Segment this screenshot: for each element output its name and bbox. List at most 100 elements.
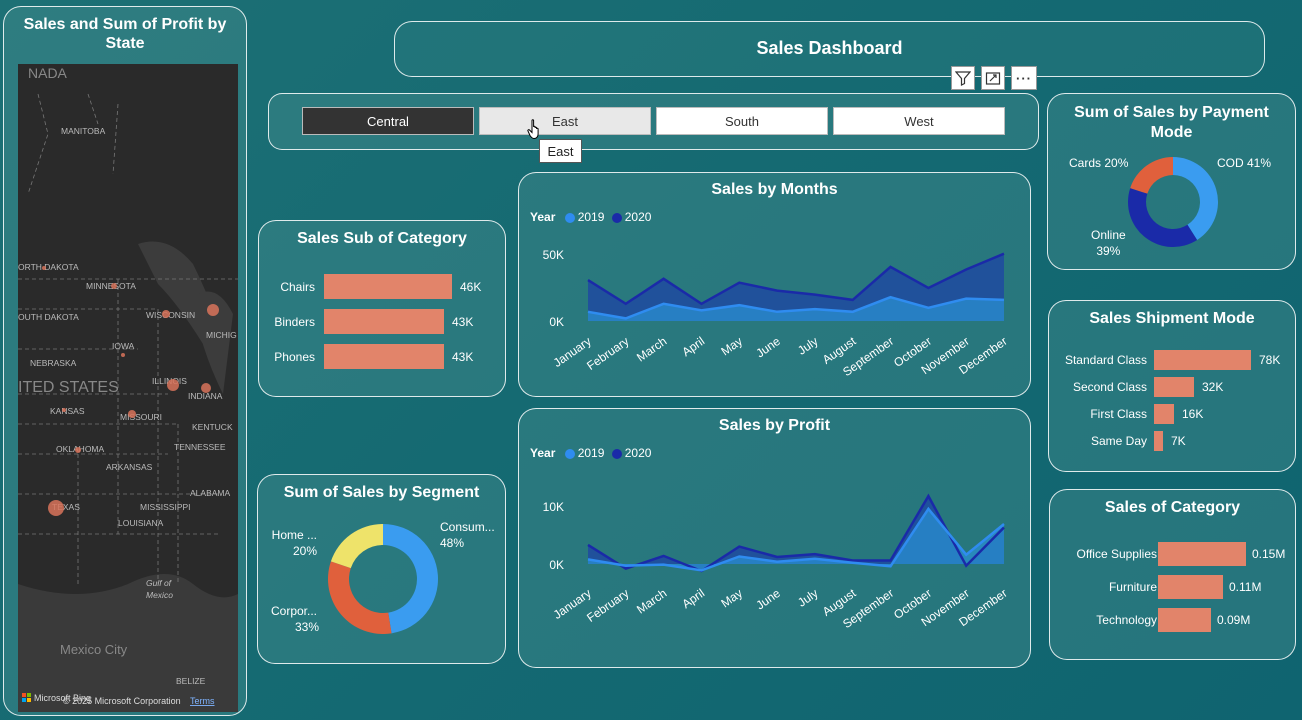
- payment-slice-0[interactable]: [1173, 157, 1218, 240]
- state-map[interactable]: NADA MANITOBA ORTH DAKOTA MINNESOTA OUTH DAK…: [18, 64, 238, 712]
- more-options-button[interactable]: ···: [1011, 66, 1037, 90]
- shipment-bar-2[interactable]: [1154, 404, 1174, 424]
- map-label-19: TEXAS: [52, 502, 80, 512]
- segment-consumer-pct: 48%: [440, 536, 465, 550]
- legend-2020: 2020: [624, 210, 652, 224]
- map-bubble-3[interactable]: [162, 310, 170, 318]
- filter-icon: [955, 71, 971, 86]
- legend-2019-dot: [564, 212, 575, 223]
- shipment-value-2: 16K: [1182, 407, 1204, 421]
- profit_chart-line-2019[interactable]: [587, 506, 1005, 572]
- payment-donut-chart[interactable]: [1128, 157, 1218, 247]
- segment-slice-2[interactable]: [330, 524, 383, 569]
- shipment-bar-0[interactable]: [1154, 350, 1251, 370]
- map-label-8: NEBRASKA: [30, 358, 77, 368]
- map-label-21: LOUISIANA: [118, 518, 164, 528]
- shipment-bar-1[interactable]: [1154, 377, 1194, 397]
- slicer-option-west[interactable]: West: [833, 107, 1005, 135]
- map-label-1: MANITOBA: [61, 126, 106, 136]
- sub_category-bar-2[interactable]: [324, 344, 444, 369]
- segment-home-pct: 20%: [293, 544, 318, 558]
- segment-corporate-name: Corpor...: [271, 604, 318, 618]
- sub_category-bar-1[interactable]: [324, 309, 444, 334]
- profit-title: Sales by Profit: [718, 417, 831, 434]
- payment-title-line1: Sum of Sales by Payment: [1074, 104, 1269, 121]
- shipment-label-1: Second Class: [1072, 380, 1147, 394]
- payment-slice-1[interactable]: [1128, 188, 1198, 247]
- sub_category-value-2: 43K: [452, 350, 474, 364]
- profit-card: Sales by Profit Year 2019 2020 10K 0K Janu…: [518, 408, 1031, 668]
- category-title: Sales of Category: [1104, 499, 1241, 516]
- slicer-tooltip-text: East: [547, 144, 574, 159]
- focus-mode-button[interactable]: [981, 66, 1005, 90]
- months_chart-line-2019[interactable]: [587, 295, 1005, 320]
- segment-card: Sum of Sales by Segment Consum... 48% Hom…: [257, 474, 506, 664]
- shipment-value-0: 78K: [1259, 353, 1281, 367]
- profit_chart-ytick-1: 0K: [549, 558, 564, 572]
- slicer-option-south[interactable]: South: [656, 107, 828, 135]
- months_chart-area-2019[interactable]: [588, 297, 1004, 321]
- subcategory-card: Sales Sub of Category Chairs 46K Binders 43…: [258, 220, 506, 397]
- shipment-title: Sales Shipment Mode: [1089, 310, 1255, 327]
- category-bar-1[interactable]: [1158, 575, 1223, 599]
- category-bar-2[interactable]: [1158, 608, 1211, 632]
- map-copyright: © 2025 Microsoft Corporation: [63, 696, 181, 706]
- map-bubble-1[interactable]: [111, 283, 117, 289]
- map-label-12: KANSAS: [50, 406, 85, 416]
- payment-label-cod: COD 41%: [1217, 156, 1272, 170]
- map-bubble-6[interactable]: [201, 383, 211, 393]
- map-border-13: [112, 103, 119, 175]
- profit_chart-xtick-2: March: [634, 586, 669, 617]
- months_chart-line-2020[interactable]: [587, 252, 1005, 306]
- map-terms-link[interactable]: Terms: [190, 696, 215, 706]
- shipment-card: Sales Shipment Mode Standard Class 78K Sec…: [1048, 300, 1296, 472]
- profit_chart-line-2020[interactable]: [587, 493, 1005, 573]
- segment-home-name: Home ...: [271, 528, 318, 542]
- profit_chart-xtick-1: February: [584, 586, 631, 625]
- map-bubble-9[interactable]: [75, 447, 81, 453]
- months_chart-xtick-3: April: [679, 334, 707, 359]
- map-bubble-2[interactable]: [207, 304, 219, 316]
- map-bubble-5[interactable]: [167, 379, 179, 391]
- profit-legend-title: Year: [530, 446, 556, 460]
- map-label-2: ORTH DAKOTA: [18, 262, 79, 272]
- sub_category-value-0: 46K: [460, 280, 482, 294]
- payment-slice-2[interactable]: [1130, 157, 1173, 194]
- map-brand: Microsoft Bing: [34, 693, 91, 703]
- profit_chart-xtick-4: May: [718, 586, 745, 610]
- map-label-10: ITED STATES: [18, 379, 119, 396]
- segment-slice-1[interactable]: [328, 561, 392, 634]
- payment-online-pct: 39%: [1096, 244, 1121, 258]
- map-label-25: BELIZE: [176, 676, 206, 686]
- map-bubble-10[interactable]: [48, 500, 64, 516]
- map-label-24: Mexico City: [60, 642, 128, 657]
- sub_category-label-0: Chairs: [280, 280, 315, 294]
- profit-legend-2019: 2019: [577, 446, 605, 460]
- category-label-2: Technology: [1096, 613, 1157, 627]
- hand-cursor-icon: [527, 119, 539, 139]
- shipment-bar-3[interactable]: [1154, 431, 1163, 451]
- map-label-18: ALABAMA: [190, 488, 230, 498]
- subcategory-title: Sales Sub of Category: [297, 230, 467, 247]
- sub_category-bar-0[interactable]: [324, 274, 452, 299]
- slicer-option-central[interactable]: Central: [302, 107, 474, 135]
- header-banner: Sales Dashboard: [394, 21, 1265, 77]
- map-label-11: INDIANA: [188, 391, 223, 401]
- map-bubble-4[interactable]: [121, 353, 125, 357]
- category-bar-0[interactable]: [1158, 542, 1246, 566]
- map-bubble-0[interactable]: [42, 266, 46, 270]
- segment-title: Sum of Sales by Segment: [283, 484, 480, 501]
- segment-slice-0[interactable]: [383, 524, 438, 634]
- profit_chart-area-2019[interactable]: [588, 508, 1004, 571]
- filter-button[interactable]: [951, 66, 975, 90]
- slicer-option-east[interactable]: East: [479, 107, 651, 135]
- map-bubble-7[interactable]: [62, 408, 66, 412]
- map-bubble-8[interactable]: [128, 410, 136, 418]
- segment-donut-chart[interactable]: [327, 523, 439, 635]
- payment-label-cards: Cards 20%: [1069, 156, 1129, 170]
- category-label-0: Office Supplies: [1076, 547, 1158, 561]
- map-label-6: MICHIG: [206, 330, 237, 340]
